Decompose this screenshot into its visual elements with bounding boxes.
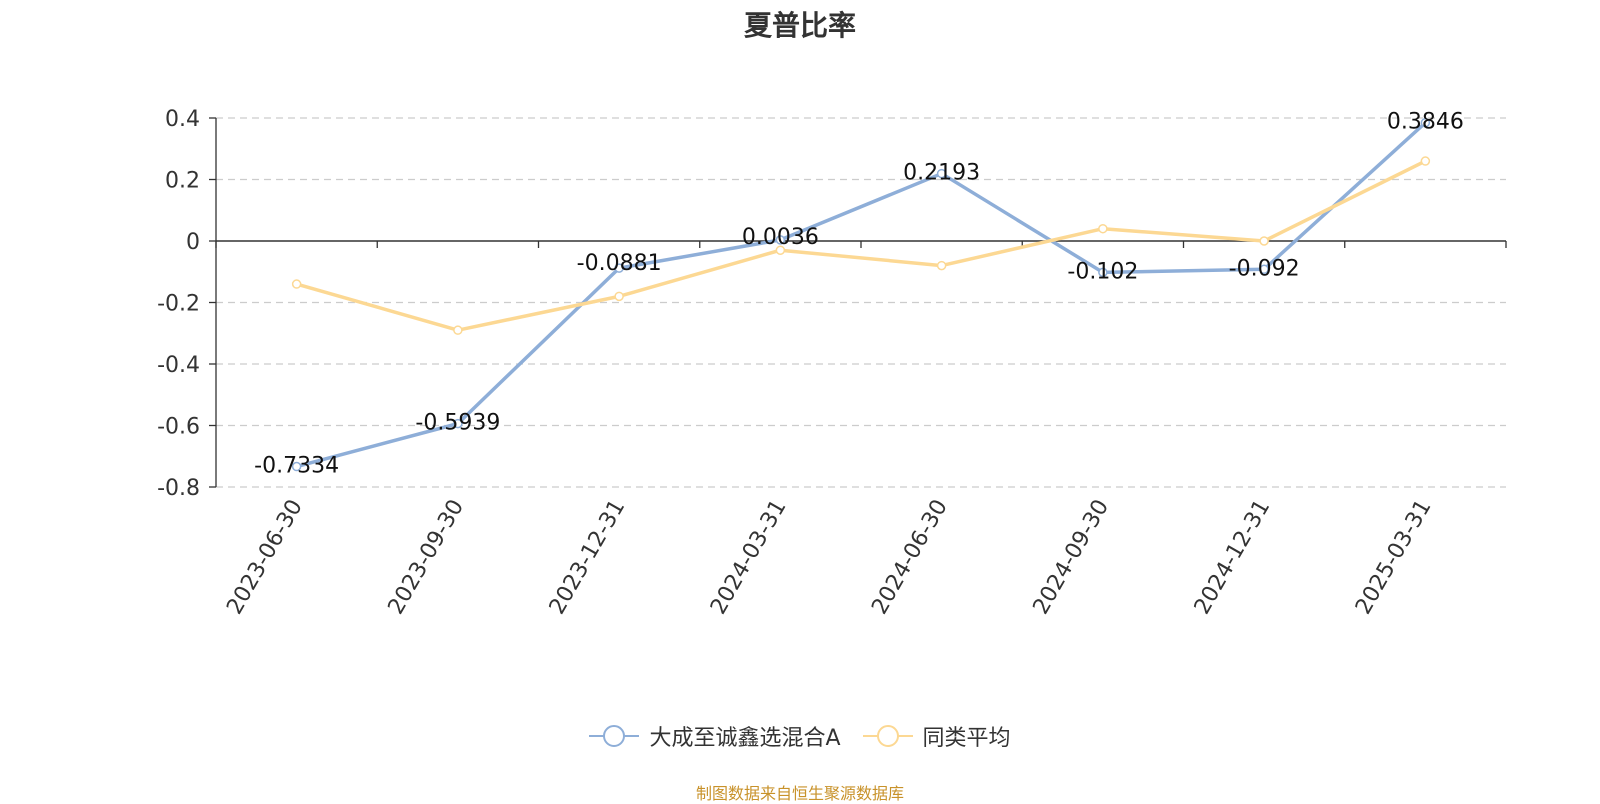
legend-marker-series-1 <box>589 725 640 747</box>
series-1-point <box>775 235 786 245</box>
x-tick-label: 2024-12-31 <box>1190 496 1276 619</box>
x-tick-label: 2025-03-31 <box>1351 496 1437 619</box>
y-tick-label: -0.4 <box>157 353 200 378</box>
data-label: 0.0036 <box>742 225 819 250</box>
series-1-point <box>1420 117 1431 128</box>
legend-marker-series-2 <box>862 725 913 747</box>
data-label: -0.0881 <box>577 251 662 276</box>
data-labels: -0.7334 -0.5939 -0.0881 0.0036 0.2193 -0.102 -… <box>254 110 1464 479</box>
series-1-point <box>291 461 302 472</box>
y-tick-label: -0.6 <box>157 415 200 440</box>
grid-lines <box>216 117 1506 488</box>
series-2-point <box>1259 236 1269 246</box>
x-tick-label: 2024-06-30 <box>867 496 953 619</box>
series-lines <box>291 117 1431 472</box>
series-1-point <box>453 418 463 429</box>
x-tick-label: 2024-09-30 <box>1028 496 1114 619</box>
series-2-point <box>614 291 624 302</box>
legend-item-series-1[interactable]: 大成至诚鑫选混合A <box>589 720 841 752</box>
data-label: -0.7334 <box>254 454 339 479</box>
legend-label-series-2: 同类平均 <box>922 726 1011 751</box>
x-tick-label: 2024-03-31 <box>706 496 792 619</box>
source-note: 制图数据来自恒生聚源数据库 <box>695 784 904 803</box>
x-tick-label: 2023-09-30 <box>383 496 469 619</box>
legend-item-series-2[interactable]: 同类平均 <box>862 720 1011 752</box>
y-tick-label: -0.2 <box>157 292 200 317</box>
x-tick-label: 2023-12-31 <box>545 496 631 619</box>
chart-title: 夏普比率 <box>743 9 856 42</box>
y-tick-label: 0.2 <box>165 169 200 194</box>
y-tick-label: -0.8 <box>157 476 200 501</box>
series-2-point <box>1098 223 1108 234</box>
legend-label-series-1: 大成至诚鑫选混合A <box>649 726 841 751</box>
y-tick-label: 0 <box>186 230 200 255</box>
series-line-2 <box>296 159 1427 332</box>
data-label: -0.5939 <box>415 411 500 436</box>
series-2-point <box>775 245 786 255</box>
series-2-point <box>936 260 947 271</box>
y-tick-label: 0.4 <box>165 107 200 132</box>
series-1-point <box>1259 264 1269 275</box>
x-tick-label: 2023-06-30 <box>222 496 308 619</box>
series-2-point <box>453 325 463 335</box>
data-label: 0.2193 <box>903 161 980 186</box>
data-label: 0.3846 <box>1387 110 1464 135</box>
series-2-point <box>291 279 302 289</box>
axes: 0.4 0.2 0 -0.2 -0.4 -0.6 -0.8 2023-06-30 2023-09… <box>157 107 1507 619</box>
legend: 大成至诚鑫选混合A 同类平均 <box>0 720 1600 752</box>
series-1-point <box>936 168 947 179</box>
series-line-1 <box>296 121 1427 469</box>
series-1-point <box>614 263 624 273</box>
data-label: -0.092 <box>1229 256 1300 281</box>
series-1-point <box>1098 267 1108 278</box>
data-label: -0.102 <box>1067 259 1138 284</box>
series-2-point <box>1420 156 1431 166</box>
